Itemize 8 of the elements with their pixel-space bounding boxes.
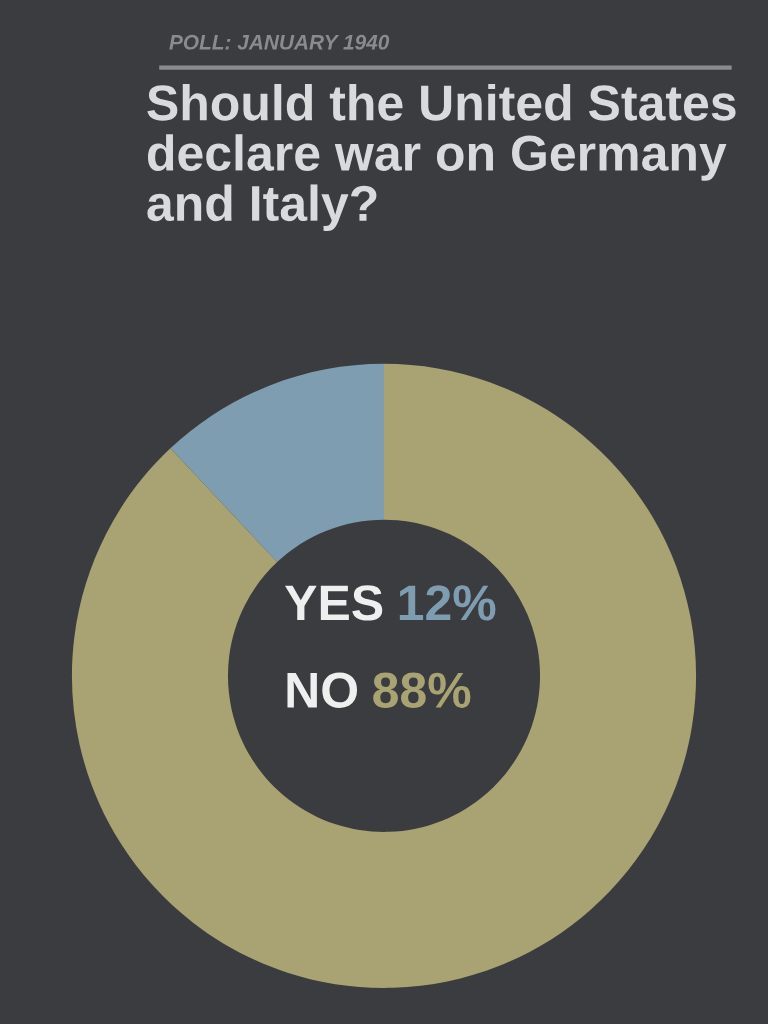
donut-slice	[170, 363, 384, 563]
chart-title: Should the United States declare war on Germany and Italy?	[147, 83, 736, 232]
chart-subtitle: POLL: JANUARY 1940	[169, 34, 390, 50]
data-label: 88%	[373, 672, 471, 708]
donut-slice	[71, 363, 697, 988]
slice-label: NO	[287, 672, 358, 708]
slice-label: YES	[284, 585, 383, 621]
data-label: 12%	[399, 585, 496, 621]
